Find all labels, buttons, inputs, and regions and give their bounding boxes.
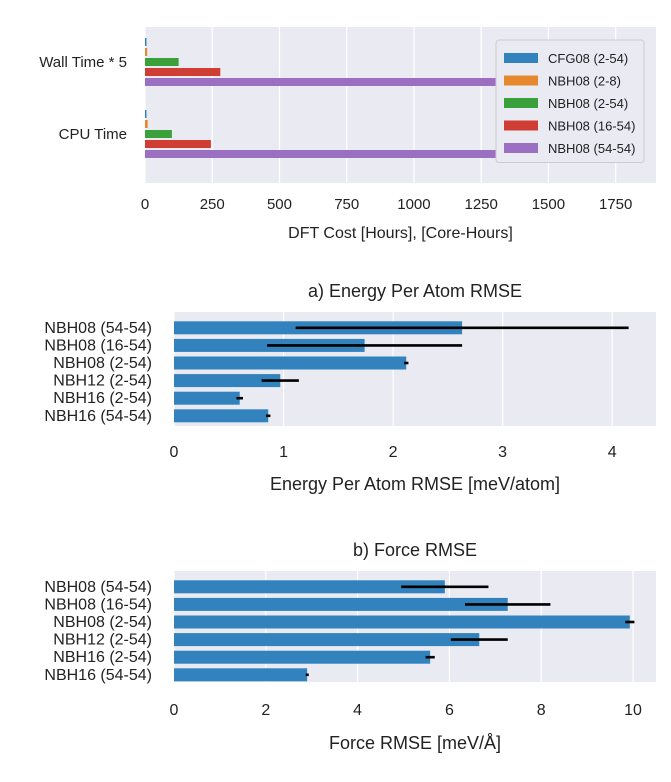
x-tick-label: 250 — [200, 196, 225, 213]
x-tick-label: 1000 — [397, 196, 430, 213]
x-axis-label: Force RMSE [meV/Å] — [329, 733, 501, 753]
x-tick-label: 2 — [261, 702, 270, 719]
x-tick-label: 1250 — [464, 196, 497, 213]
legend-label: NBH08 (2-8) — [548, 74, 621, 89]
bar — [174, 633, 480, 647]
y-category-label: NBH16 (2-54) — [53, 390, 152, 407]
bar — [145, 130, 172, 138]
bar — [145, 68, 221, 76]
x-tick-label: 8 — [537, 702, 546, 719]
x-tick-label: 1500 — [532, 196, 565, 213]
y-category-label: NBH08 (54-54) — [44, 579, 152, 596]
dft-cost-chart: 0 250 500 750 1000 1250 1500 1750 DFT Cost [Hour… — [39, 27, 656, 242]
x-tick-label: 4 — [353, 702, 362, 719]
bar — [145, 78, 498, 86]
bar — [145, 58, 179, 66]
bar — [174, 615, 630, 629]
y-category-label: NBH08 (54-54) — [44, 320, 152, 337]
y-category-label: NBH08 (2-54) — [53, 614, 152, 631]
bar — [174, 650, 431, 664]
bar — [145, 140, 211, 148]
force-rmse-chart: 0 2 4 6 8 10 b) Force RMSE Force RMSE [meV/Å] NB… — [44, 540, 656, 753]
bar — [145, 48, 148, 56]
bar — [145, 150, 643, 158]
x-axis-label: DFT Cost [Hours], [Core-Hours] — [288, 225, 513, 242]
bar — [174, 374, 281, 388]
x-tick-label: 750 — [334, 196, 359, 213]
legend-swatch — [504, 53, 538, 63]
x-tick-label: 6 — [445, 702, 454, 719]
bar — [174, 580, 445, 594]
x-tick-label: 0 — [141, 196, 149, 213]
bar — [145, 38, 147, 46]
bar — [174, 597, 508, 611]
y-category-label: NBH08 (16-54) — [44, 596, 152, 613]
y-category-label: NBH12 (2-54) — [53, 632, 152, 649]
legend-swatch — [504, 120, 538, 131]
chart-title: a) Energy Per Atom RMSE — [308, 281, 522, 301]
bar — [174, 391, 240, 405]
x-tick-label: 1 — [279, 444, 288, 461]
legend-label: NBH08 (54-54) — [548, 141, 635, 156]
x-tick-label: 4 — [608, 444, 617, 461]
bar — [174, 668, 308, 682]
y-category-label: NBH12 (2-54) — [53, 373, 152, 390]
legend-swatch — [504, 98, 538, 108]
y-category-label: NBH16 (54-54) — [44, 408, 152, 425]
legend-label: NBH08 (16-54) — [548, 119, 635, 134]
y-category-label: NBH16 (54-54) — [44, 667, 152, 684]
y-category-label: Wall Time * 5 — [39, 54, 127, 71]
x-tick-label: 3 — [498, 444, 507, 461]
y-category-label: NBH08 (2-54) — [53, 355, 152, 372]
legend-swatch — [504, 75, 538, 86]
x-tick-label: 500 — [267, 196, 292, 213]
energy-rmse-chart: 0 1 2 3 4 a) Energy Per Atom RMSE Energy Per A… — [44, 281, 656, 494]
x-tick-label: 0 — [170, 444, 179, 461]
bar — [174, 409, 269, 423]
x-axis-label: Energy Per Atom RMSE [meV/atom] — [270, 474, 560, 494]
bar — [145, 110, 147, 118]
x-tick-label: 2 — [389, 444, 398, 461]
bar — [174, 356, 407, 370]
y-category-label: CPU Time — [59, 126, 127, 143]
bar — [145, 120, 148, 128]
x-tick-label: 10 — [624, 702, 642, 719]
y-category-label: NBH16 (2-54) — [53, 649, 152, 666]
x-tick-label: 0 — [170, 702, 179, 719]
chart-title: b) Force RMSE — [353, 540, 477, 560]
legend-swatch — [504, 143, 538, 153]
legend-box — [495, 39, 645, 163]
legend-label: CFG08 (2-54) — [548, 51, 628, 66]
legend-label: NBH08 (2-54) — [548, 96, 628, 111]
y-category-label: NBH08 (16-54) — [44, 337, 152, 354]
x-tick-label: 1750 — [599, 196, 632, 213]
